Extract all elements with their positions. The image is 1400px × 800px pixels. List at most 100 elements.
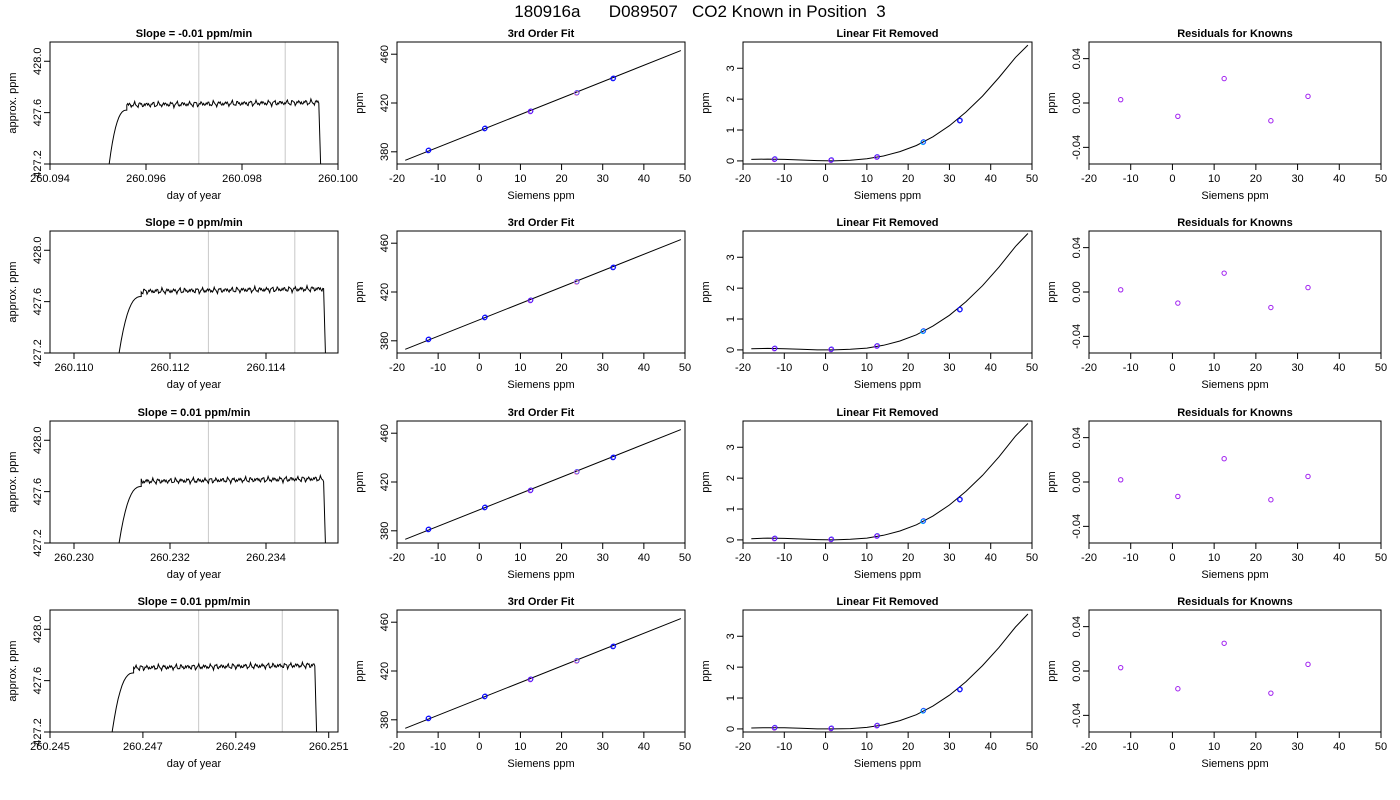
panel-r2c1: Slope = 0 ppm/min 260.110 260.112 260.114 42… bbox=[7, 217, 339, 391]
panel-r1c4: Residuals for Knowns -20 -10 0 10 20 30 40 50 -0.… bbox=[1046, 28, 1387, 202]
panel-title: Linear Fit Removed bbox=[836, 596, 938, 608]
x-tick-label: 0 bbox=[823, 173, 829, 185]
x-tick-label: 50 bbox=[1026, 552, 1038, 564]
data-point-overlay bbox=[610, 75, 617, 81]
x-tick-label: -10 bbox=[776, 741, 792, 753]
x-tick-label: 0 bbox=[476, 362, 482, 374]
panel-title: Slope = -0.01 ppm/min bbox=[136, 28, 253, 40]
panel-r4c1: Slope = 0.01 ppm/min 260.245 260.247 260.24… bbox=[7, 596, 349, 770]
y-axis-label: approx. ppm bbox=[7, 72, 19, 133]
data-point bbox=[425, 336, 431, 343]
concentration-trace bbox=[118, 473, 326, 543]
x-tick-label: -20 bbox=[389, 173, 405, 185]
y-tick-label: 428.0 bbox=[32, 47, 44, 75]
y-tick-label: 1 bbox=[725, 695, 737, 701]
y-axis-label: ppm bbox=[354, 92, 366, 113]
x-axis-label: day of year bbox=[167, 379, 222, 391]
x-tick-label: 0 bbox=[823, 362, 829, 374]
fit-curve bbox=[751, 44, 1029, 162]
data-point-overlay bbox=[874, 343, 880, 349]
y-tick-label: 0 bbox=[725, 347, 737, 353]
data-point bbox=[874, 533, 880, 539]
x-tick-label: 0 bbox=[476, 552, 482, 564]
fit-curve bbox=[751, 423, 1029, 541]
data-point bbox=[828, 536, 834, 543]
data-point-overlay bbox=[482, 693, 488, 699]
y-axis-label: ppm bbox=[354, 281, 366, 302]
data-point-overlay bbox=[957, 496, 963, 502]
plot-frame bbox=[742, 420, 1033, 544]
x-tick-label: -20 bbox=[389, 741, 405, 753]
panel-r3c2: 3rd Order Fit -20 -10 0 10 20 30 40 50 380 420 460 S… bbox=[354, 407, 691, 581]
plot-frame bbox=[742, 230, 1033, 354]
x-tick-label: 260.249 bbox=[216, 741, 256, 753]
data-point bbox=[828, 725, 834, 732]
x-tick-label: -10 bbox=[430, 362, 446, 374]
data-point-overlay bbox=[772, 345, 778, 351]
data-point bbox=[1268, 118, 1274, 124]
panel-r3c4: Residuals for Knowns -20 -10 0 10 20 30 40 50 -0.… bbox=[1046, 407, 1387, 581]
data-point-overlay bbox=[528, 108, 534, 114]
y-axis-label: approx. ppm bbox=[7, 640, 19, 701]
x-tick-label: -10 bbox=[776, 173, 792, 185]
x-tick-label: 20 bbox=[902, 362, 914, 374]
y-tick-label: -0.04 bbox=[1071, 703, 1083, 728]
data-point bbox=[920, 708, 926, 714]
x-tick-label: 50 bbox=[1026, 173, 1038, 185]
data-point bbox=[957, 307, 963, 313]
data-point-overlay bbox=[921, 328, 927, 334]
x-axis-label: Siemens ppm bbox=[854, 569, 921, 581]
data-point-overlay bbox=[921, 518, 927, 524]
y-axis-label: ppm bbox=[1046, 471, 1058, 492]
x-tick-label: 10 bbox=[514, 552, 526, 564]
y-tick-label: 0.04 bbox=[1071, 616, 1083, 637]
y-axis-label: approx. ppm bbox=[7, 261, 19, 322]
x-tick-label: -10 bbox=[1123, 362, 1139, 374]
data-point-overlay bbox=[482, 504, 488, 510]
panel-r4c2: 3rd Order Fit -20 -10 0 10 20 30 40 50 380 420 460 S… bbox=[354, 596, 691, 770]
y-tick-label: 1 bbox=[725, 127, 737, 133]
x-tick-label: 50 bbox=[1026, 362, 1038, 374]
x-tick-label: 40 bbox=[985, 173, 997, 185]
plot-frame bbox=[1088, 420, 1382, 544]
x-tick-label: 0 bbox=[1169, 741, 1175, 753]
x-axis-label: Siemens ppm bbox=[507, 569, 574, 581]
data-point bbox=[481, 314, 488, 321]
y-tick-label: 0 bbox=[725, 726, 737, 732]
panel-title: Linear Fit Removed bbox=[836, 217, 938, 229]
plot-frame bbox=[1088, 41, 1382, 165]
data-point bbox=[1175, 493, 1181, 500]
panel-title: Slope = 0.01 ppm/min bbox=[138, 596, 251, 608]
y-tick-label: 2 bbox=[725, 285, 737, 291]
panel-title: Residuals for Knowns bbox=[1177, 217, 1293, 229]
y-tick-label: 427.2 bbox=[32, 339, 44, 367]
y-tick-label: 3 bbox=[725, 633, 737, 639]
x-tick-label: 50 bbox=[679, 552, 691, 564]
x-tick-label: -20 bbox=[1081, 741, 1097, 753]
x-tick-label: 10 bbox=[861, 362, 873, 374]
data-point-overlay bbox=[528, 676, 534, 682]
x-tick-label: 50 bbox=[1375, 741, 1387, 753]
data-point-overlay bbox=[610, 454, 617, 460]
data-point-overlay bbox=[610, 643, 617, 649]
data-point bbox=[771, 345, 778, 352]
data-point bbox=[1118, 477, 1124, 483]
data-point bbox=[1305, 473, 1311, 480]
x-axis-label: Siemens ppm bbox=[1201, 379, 1268, 391]
y-tick-label: 380 bbox=[379, 143, 391, 161]
panel-r2c2: 3rd Order Fit -20 -10 0 10 20 30 40 50 380 420 460 S… bbox=[354, 217, 691, 391]
plot-frame bbox=[396, 41, 686, 165]
data-point-overlay bbox=[482, 125, 488, 131]
x-tick-label: 10 bbox=[514, 741, 526, 753]
x-tick-label: 0 bbox=[1169, 552, 1175, 564]
x-tick-label: -20 bbox=[735, 741, 751, 753]
data-point-overlay bbox=[921, 139, 927, 145]
data-point bbox=[1175, 686, 1181, 692]
x-tick-label: -20 bbox=[389, 552, 405, 564]
data-point bbox=[573, 658, 580, 664]
data-point-overlay bbox=[874, 722, 880, 728]
x-tick-label: 40 bbox=[1333, 362, 1345, 374]
data-point bbox=[771, 535, 778, 542]
y-tick-label: 0.04 bbox=[1071, 48, 1083, 69]
x-tick-label: 0 bbox=[1169, 173, 1175, 185]
